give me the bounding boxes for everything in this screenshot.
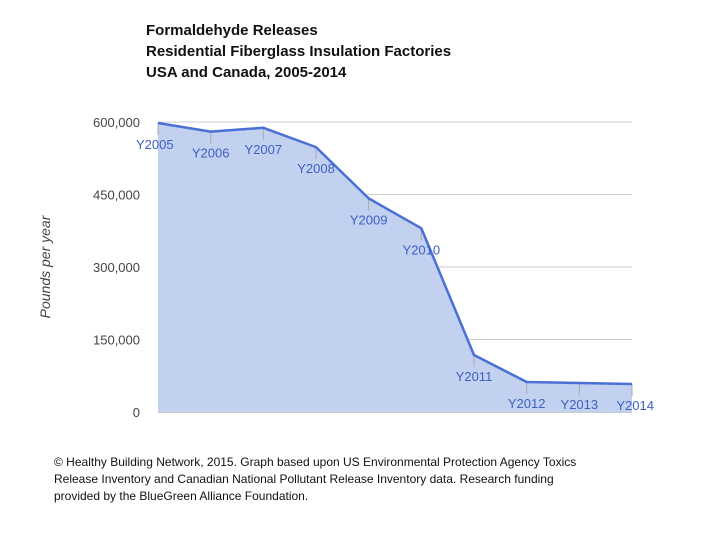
source-caption: © Healthy Building Network, 2015. Graph … bbox=[54, 454, 654, 505]
category-label: Y2005 bbox=[136, 137, 174, 152]
category-label: Y2014 bbox=[616, 398, 654, 413]
category-label: Y2013 bbox=[561, 397, 599, 412]
chart-title: Formaldehyde Releases Residential Fiberg… bbox=[146, 20, 451, 83]
series-area bbox=[158, 122, 632, 412]
y-tick-label: 600,000 bbox=[93, 115, 140, 130]
y-tick-label: 450,000 bbox=[93, 188, 140, 203]
title-line-1: Formaldehyde Releases bbox=[146, 22, 318, 39]
category-label: Y2007 bbox=[245, 142, 283, 157]
category-label: Y2010 bbox=[403, 242, 441, 257]
title-line-3: USA and Canada, 2005-2014 bbox=[146, 64, 347, 81]
category-label: Y2009 bbox=[350, 212, 388, 227]
caption-line-3: provided by the BlueGreen Alliance Found… bbox=[54, 489, 309, 503]
category-label: Y2011 bbox=[456, 369, 493, 384]
y-tick-label: 150,000 bbox=[93, 333, 140, 348]
category-label: Y2012 bbox=[508, 396, 546, 411]
series-line bbox=[157, 121, 633, 386]
category-label: Y2006 bbox=[192, 146, 230, 161]
y-tick-label: 300,000 bbox=[93, 260, 140, 275]
category-label: Y2008 bbox=[297, 161, 335, 176]
caption-line-2: Release Inventory and Canadian National … bbox=[54, 472, 554, 486]
y-tick-label: 0 bbox=[133, 405, 140, 420]
caption-line-1: © Healthy Building Network, 2015. Graph … bbox=[54, 455, 577, 469]
y-axis-title: Pounds per year bbox=[37, 214, 53, 318]
title-line-2: Residential Fiberglass Insulation Factor… bbox=[146, 43, 452, 60]
